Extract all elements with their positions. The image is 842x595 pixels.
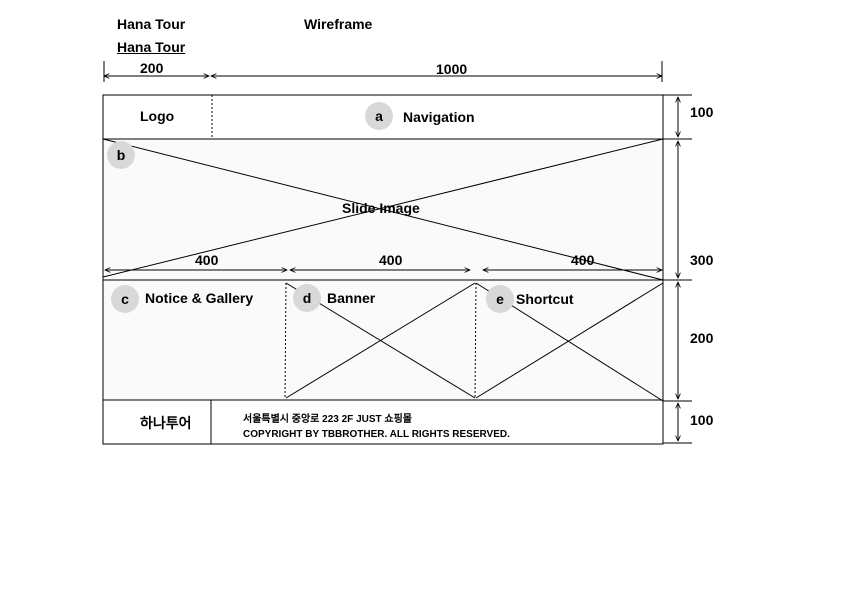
dimension-label-col-2: 400 (379, 252, 403, 268)
dimension-label-header-height: 100 (690, 104, 714, 120)
content-divider-2 (474, 282, 477, 399)
footer-copyright: COPYRIGHT BY TBBROTHER. ALL RIGHTS RESER… (243, 429, 510, 440)
navigation-label: Navigation (403, 109, 475, 125)
dimension-label-slide-height: 300 (690, 252, 714, 268)
banner-placeholder-cross-2 (285, 282, 476, 399)
project-title: Hana Tour (117, 16, 186, 32)
shortcut-label: Shortcut (516, 291, 574, 307)
notice-gallery-label: Notice & Gallery (145, 290, 254, 306)
dimension-label-content-height: 200 (690, 330, 714, 346)
footer-block (102, 399, 664, 445)
banner-marker-badge: d (293, 284, 321, 312)
dimension-line-logo-width (104, 61, 209, 82)
slide-image-label: Slide Image (342, 200, 420, 216)
dimension-label-logo-width: 200 (140, 60, 164, 76)
footer-logo-text: 하나투어 (140, 415, 192, 431)
slide-placeholder-cross-2 (102, 138, 664, 278)
dimension-label-col-1: 400 (195, 252, 219, 268)
banner-label: Banner (327, 290, 376, 306)
navigation-marker-badge: a (365, 102, 393, 130)
dimension-label-content-width: 1000 (436, 61, 468, 77)
dimension-label-footer-height: 100 (690, 412, 714, 428)
dimension-label-col-3: 400 (571, 252, 595, 268)
document-type-title: Wireframe (304, 16, 373, 32)
logo-label: Logo (140, 108, 175, 124)
shortcut-placeholder-cross-2 (475, 282, 664, 399)
dimension-line-content-width (211, 61, 662, 82)
footer-address: 서울특별시 중앙로 223 2F JUST 쇼핑몰 (243, 414, 413, 425)
content-divider-1 (284, 282, 287, 399)
slide-placeholder-cross-1 (102, 138, 664, 281)
shortcut-marker-badge: e (486, 285, 514, 313)
slide-marker-badge: b (107, 141, 135, 169)
dimension-lines-right (663, 94, 692, 444)
project-subtitle: Hana Tour (117, 39, 186, 55)
notice-marker-badge: c (111, 285, 139, 313)
